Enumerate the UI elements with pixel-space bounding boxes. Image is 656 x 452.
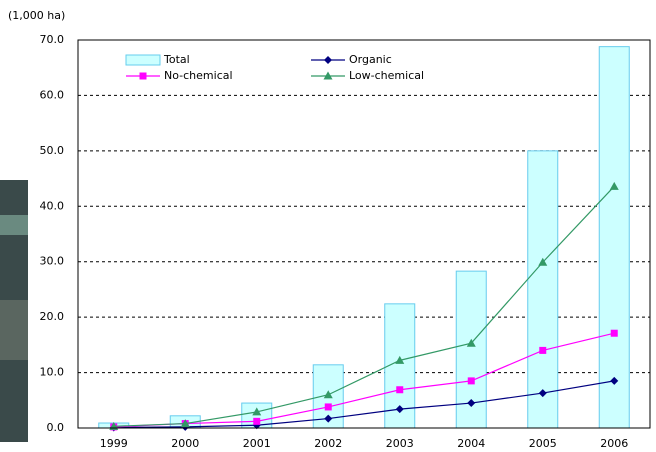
line xyxy=(113,380,615,429)
x-tick-label: 2006 xyxy=(600,437,628,450)
line xyxy=(113,185,615,427)
marker xyxy=(252,407,262,416)
y-tick-label: 70.0 xyxy=(40,33,65,46)
marker xyxy=(539,346,547,354)
bar xyxy=(527,150,559,429)
legend-label: No-chemical xyxy=(164,69,233,82)
marker xyxy=(538,257,548,266)
y-tick-label: 30.0 xyxy=(40,255,65,268)
marker xyxy=(396,386,404,394)
y-tick-label: 10.0 xyxy=(40,366,65,379)
x-tick-label: 1999 xyxy=(100,437,128,450)
marker xyxy=(467,377,475,385)
marker xyxy=(324,403,332,411)
marker xyxy=(538,389,547,398)
bar xyxy=(598,46,630,429)
marker xyxy=(466,338,476,347)
marker xyxy=(253,417,261,425)
marker xyxy=(180,419,190,428)
plot-area xyxy=(78,40,650,428)
legend-label: Organic xyxy=(349,53,392,66)
legend-label: Total xyxy=(163,53,190,66)
x-tick-label: 2005 xyxy=(529,437,557,450)
legend-marker xyxy=(324,56,332,64)
marker xyxy=(609,181,619,190)
marker xyxy=(395,355,405,364)
line xyxy=(113,332,615,428)
x-tick-label: 2004 xyxy=(457,437,485,450)
x-tick-label: 2002 xyxy=(314,437,342,450)
legend-label: Low-chemical xyxy=(349,69,424,82)
y-tick-label: 0.0 xyxy=(47,421,65,434)
plot-border xyxy=(77,39,651,429)
background-photo xyxy=(0,215,28,235)
y-tick-label: 60.0 xyxy=(40,88,65,101)
marker xyxy=(324,414,333,423)
background-photo xyxy=(0,300,28,360)
y-tick-label: 40.0 xyxy=(40,199,65,212)
y-tick-label: 20.0 xyxy=(40,310,65,323)
marker xyxy=(395,405,404,414)
x-tick-label: 2001 xyxy=(243,437,271,450)
y-tick-label: 50.0 xyxy=(40,144,65,157)
marker xyxy=(467,399,476,408)
x-tick-label: 2000 xyxy=(171,437,199,450)
unit-label: (1,000 ha) xyxy=(8,9,65,22)
marker xyxy=(323,390,333,399)
legend-swatch xyxy=(125,54,161,66)
legend-marker xyxy=(139,72,147,80)
x-tick-label: 2003 xyxy=(386,437,414,450)
legend-marker xyxy=(323,71,333,80)
marker xyxy=(610,329,618,337)
marker xyxy=(610,376,619,385)
